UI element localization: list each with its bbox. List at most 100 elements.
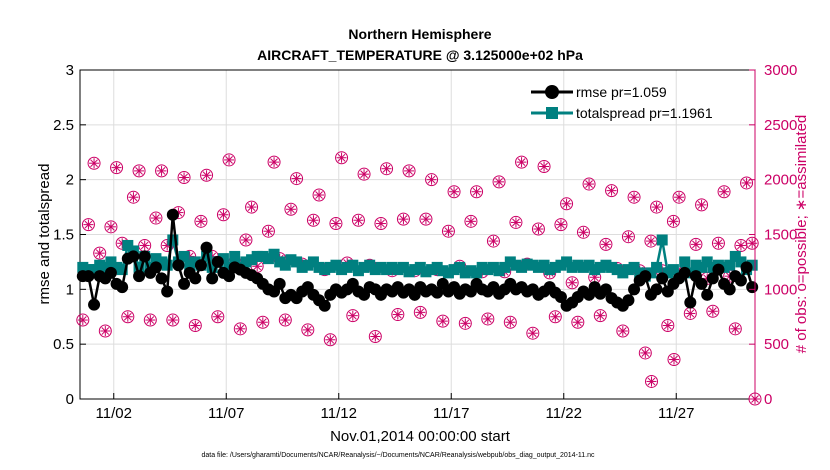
left-tick-label: 3 (66, 62, 74, 79)
obs-assimilated-point (398, 214, 409, 225)
obs-assimilated-point (516, 157, 527, 168)
spread-point (347, 259, 359, 271)
obs-assimilated-point (218, 209, 229, 220)
rmse-point (701, 288, 714, 301)
obs-possible-point (312, 188, 326, 202)
spread-point (403, 266, 415, 278)
obs-possible-point (380, 162, 394, 176)
obs-assimilated-point (415, 307, 426, 318)
rmse-point (133, 270, 146, 283)
spread-point (606, 261, 618, 273)
obs-assimilated-point (195, 216, 206, 227)
spread-point (690, 259, 702, 271)
spread-point (516, 261, 528, 273)
spread-point (577, 261, 589, 273)
obs-assimilated-point (600, 239, 611, 250)
obs-possible-point (155, 164, 169, 178)
spread-point (735, 256, 747, 268)
obs-possible-point (216, 208, 230, 222)
spread-point (251, 250, 263, 262)
spread-point (105, 256, 117, 268)
obs-assimilated-point (555, 219, 566, 230)
legend-spread-marker (546, 107, 558, 119)
spread-point (375, 261, 387, 273)
spread-point (448, 264, 460, 276)
spread-point (82, 264, 94, 276)
spread-point (116, 264, 128, 276)
x-tick-label: 11/27 (658, 405, 694, 422)
obs-assimilated-point (561, 198, 572, 209)
obs-possible-point (357, 167, 371, 181)
rmse-point (127, 250, 140, 263)
spread-point (572, 259, 584, 271)
spread-point (465, 265, 477, 277)
x-tick-label: 11/02 (96, 405, 132, 422)
obs-possible-point (486, 234, 500, 248)
obs-assimilated-point (735, 240, 746, 251)
spread-point (487, 261, 499, 273)
obs-possible-point (121, 310, 135, 324)
spread-point (161, 259, 173, 271)
spread-point (532, 261, 544, 273)
rmse-point (223, 270, 236, 283)
obs-possible-point (706, 304, 720, 318)
obs-possible-point (645, 374, 658, 388)
obs-possible-point (503, 315, 517, 329)
spread-point (99, 261, 111, 273)
rmse-point (166, 208, 179, 221)
spread-point (442, 267, 454, 279)
obs-assimilated-point (359, 169, 370, 180)
obs-assimilated-point (150, 213, 161, 224)
right-y-axis-label: # of obs: o=possible; ∗=assimilated (793, 115, 810, 354)
obs-assimilated-point (646, 376, 657, 387)
obs-assimilated-point (420, 214, 431, 225)
obs-assimilated-point (645, 236, 656, 247)
spread-point (634, 267, 646, 279)
obs-assimilated-point (460, 318, 471, 329)
obs-possible-point (166, 313, 180, 327)
obs-assimilated-point (696, 199, 707, 210)
obs-assimilated-point (235, 323, 246, 334)
obs-assimilated-point (269, 157, 280, 168)
obs-possible-point (396, 212, 410, 226)
obs-possible-point (104, 220, 118, 234)
grid-lines (80, 70, 755, 399)
obs-possible-point (177, 170, 191, 184)
left-y-axis-label: rmse and totalspread (36, 164, 53, 305)
obs-assimilated-point (527, 328, 538, 339)
spread-point (583, 259, 595, 271)
right-tick-label: 0 (764, 391, 772, 408)
rmse-series (76, 208, 759, 312)
obs-possible-point (239, 233, 253, 247)
rmse-point (746, 281, 759, 294)
spread-point (459, 267, 471, 279)
obs-assimilated-point (381, 163, 392, 174)
obs-possible-point (565, 276, 579, 290)
obs-possible-point (222, 153, 236, 167)
obs-possible-point (329, 217, 343, 231)
rmse-point (200, 241, 213, 254)
obs-possible-point (402, 164, 416, 178)
obs-assimilated-point (662, 320, 673, 331)
obs-assimilated-point (690, 239, 701, 250)
spread-point (167, 234, 179, 246)
obs-possible-point (98, 324, 112, 338)
obs-possible-point (638, 346, 652, 360)
spread-point (414, 261, 426, 273)
x-tick-label: 11/22 (546, 405, 582, 422)
obs-assimilated-point (595, 310, 606, 321)
spread-point (499, 261, 511, 273)
obs-assimilated-point (240, 234, 251, 245)
obs-possible-point (346, 309, 360, 323)
obs-possible-point (132, 164, 146, 178)
obs-possible-point (149, 211, 163, 225)
obs-assimilated-point (567, 277, 578, 288)
spread-point (358, 261, 370, 273)
legend-rmse-marker (545, 85, 559, 99)
obs-assimilated-point (314, 190, 325, 201)
x-tick-label: 11/17 (433, 405, 469, 422)
obs-assimilated-point (122, 311, 133, 322)
obs-possible-point (301, 323, 315, 337)
spread-point (504, 256, 516, 268)
obs-possible-point (233, 322, 247, 336)
